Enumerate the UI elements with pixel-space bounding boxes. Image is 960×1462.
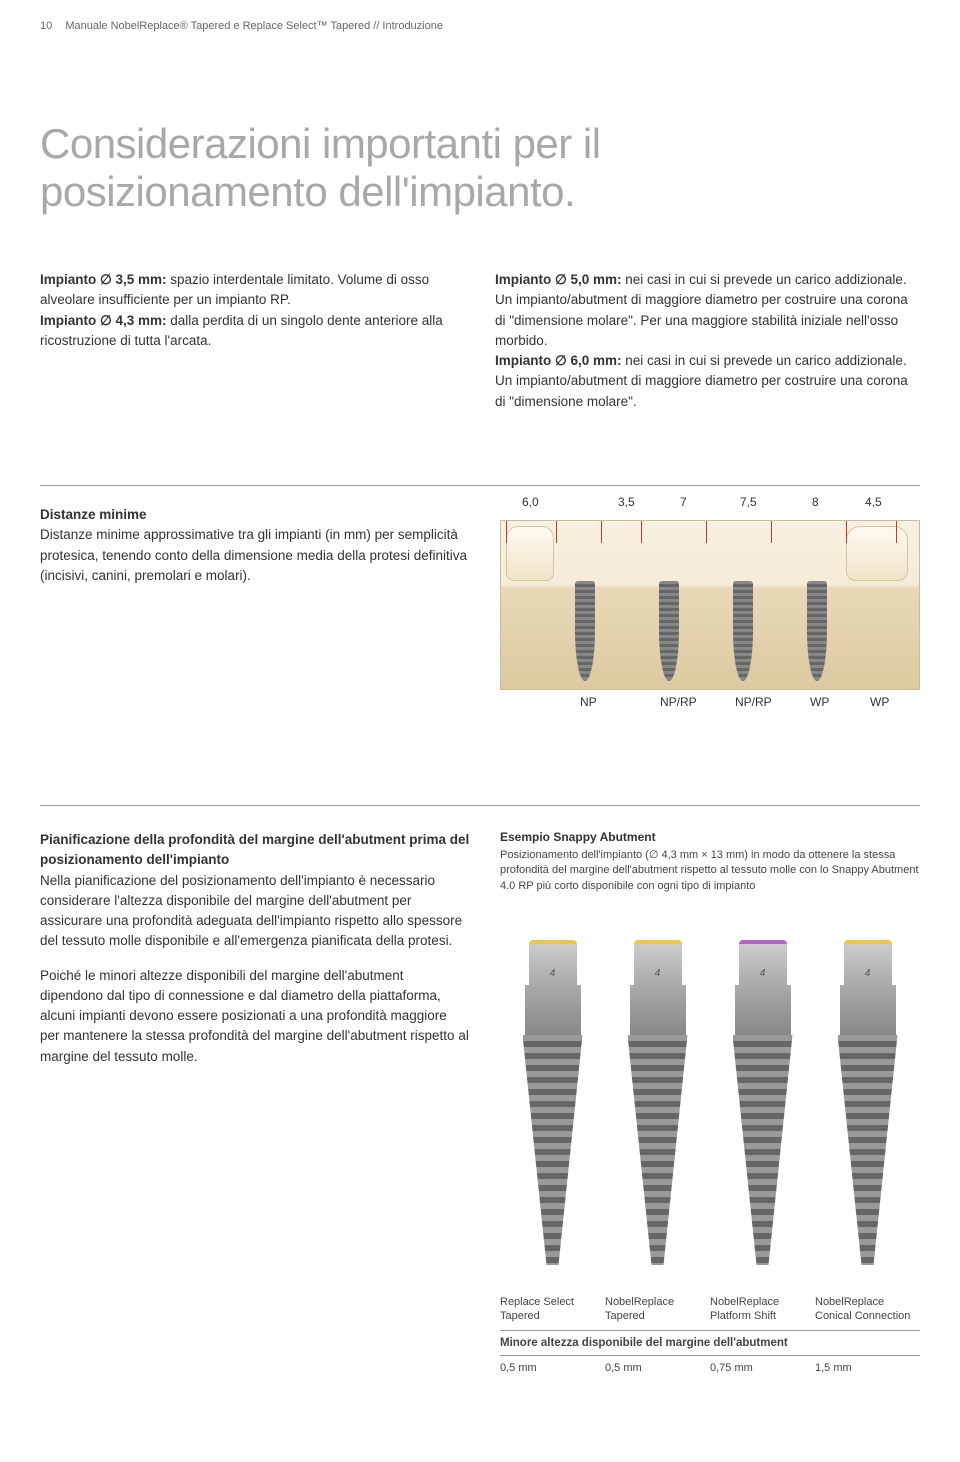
- implant-name: NobelReplace Conical Connection: [815, 1295, 920, 1324]
- abutment-number: 4: [865, 968, 871, 979]
- divider-2: [40, 805, 920, 806]
- distances-lead: Distanze minime: [40, 507, 147, 522]
- dim-label: 7,5: [740, 495, 757, 509]
- implant-shaft: [735, 985, 791, 1035]
- diagram-implant-3: [733, 581, 753, 681]
- implant-screw: [838, 1035, 898, 1265]
- table-mid-label: Minore altezza disponibile del margine d…: [500, 1330, 920, 1356]
- right-p2-bold: Impianto ∅ 6,0 mm:: [495, 353, 622, 368]
- dim-label: 7: [680, 495, 687, 509]
- title-line-2: posizionamento dell'impianto.: [40, 168, 601, 216]
- platform-label: WP: [870, 695, 889, 709]
- example-text: Posizionamento dell'impianto (∅ 4,3 mm ×…: [500, 848, 920, 894]
- title-line-1: Considerazioni importanti per il: [40, 120, 601, 168]
- diagram-implant-1: [575, 581, 595, 681]
- page-header: 10 Manuale NobelReplace® Tapered e Repla…: [40, 20, 443, 32]
- abutment-number: 4: [655, 968, 661, 979]
- planning-p1: Nella pianificazione del posizionamento …: [40, 873, 462, 949]
- dim-line: [506, 520, 507, 543]
- abutment: 4: [739, 940, 787, 985]
- dim-line: [641, 520, 642, 543]
- dim-label: 3,5: [618, 495, 635, 509]
- abutment: 4: [529, 940, 577, 985]
- intro-columns: Impianto ∅ 3,5 mm: spazio interdentale l…: [40, 270, 920, 412]
- tooth-molar: [846, 526, 908, 581]
- implant-large-4: 4: [828, 940, 908, 1270]
- implants-row: 4 4 4 4: [500, 940, 920, 1270]
- dim-label: 6,0: [522, 495, 539, 509]
- planning-p2: Poiché le minori altezze disponibili del…: [40, 966, 470, 1067]
- left-p2-bold: Impianto ∅ 4,3 mm:: [40, 313, 167, 328]
- tooth-1: [506, 526, 554, 581]
- dim-line: [896, 520, 897, 543]
- diagram-implant-2: [659, 581, 679, 681]
- implant-large-2: 4: [618, 940, 698, 1270]
- dim-line: [601, 520, 602, 543]
- bottom-table: Replace Select TaperedNobelReplace Taper…: [500, 1295, 920, 1374]
- planning-section: Pianificazione della profondità del marg…: [40, 830, 470, 1081]
- margin-height-value: 1,5 mm: [815, 1362, 920, 1374]
- implant-screw: [628, 1035, 688, 1265]
- left-p1-bold: Impianto ∅ 3,5 mm:: [40, 272, 167, 287]
- abutment: 4: [844, 940, 892, 985]
- intro-right: Impianto ∅ 5,0 mm: nei casi in cui si pr…: [495, 270, 920, 412]
- diagram-implant-4: [807, 581, 827, 681]
- abutment-number: 4: [550, 968, 556, 979]
- distances-text: Distanze minime approssimative tra gli i…: [40, 527, 467, 583]
- dim-label: 4,5: [865, 495, 882, 509]
- intro-left: Impianto ∅ 3,5 mm: spazio interdentale l…: [40, 270, 465, 412]
- platform-label: WP: [810, 695, 829, 709]
- implant-names-row: Replace Select TaperedNobelReplace Taper…: [500, 1295, 920, 1324]
- example-section: Esempio Snappy Abutment Posizionamento d…: [500, 830, 920, 894]
- planning-lead: Pianificazione della profondità del marg…: [40, 832, 469, 867]
- dim-line: [771, 520, 772, 543]
- dim-line: [846, 520, 847, 543]
- implant-name: Replace Select Tapered: [500, 1295, 605, 1324]
- implant-values-row: 0,5 mm0,5 mm0,75 mm1,5 mm: [500, 1362, 920, 1374]
- implant-name: NobelReplace Tapered: [605, 1295, 710, 1324]
- dim-label: 8: [812, 495, 819, 509]
- page-number: 10: [40, 20, 52, 32]
- abutment-number: 4: [760, 968, 766, 979]
- implant-shaft: [630, 985, 686, 1035]
- dim-line: [556, 520, 557, 543]
- margin-height-value: 0,75 mm: [710, 1362, 815, 1374]
- implant-large-1: 4: [513, 940, 593, 1270]
- platform-label: NP: [580, 695, 597, 709]
- implant-screw: [523, 1035, 583, 1265]
- abutment: 4: [634, 940, 682, 985]
- implant-shaft: [525, 985, 581, 1035]
- implant-large-3: 4: [723, 940, 803, 1270]
- implant-name: NobelReplace Platform Shift: [710, 1295, 815, 1324]
- teeth-image: [500, 520, 920, 690]
- dim-line: [706, 520, 707, 543]
- teeth-diagram: 6,0 3,5 7 7,5 8 4,5 NP NP/RP NP/RP WP WP: [500, 495, 920, 735]
- implant-shaft: [840, 985, 896, 1035]
- distances-section: Distanze minime Distanze minime approssi…: [40, 505, 470, 586]
- page-title: Considerazioni importanti per il posizio…: [40, 120, 601, 217]
- implant-screw: [733, 1035, 793, 1265]
- margin-height-value: 0,5 mm: [500, 1362, 605, 1374]
- breadcrumb: Manuale NobelReplace® Tapered e Replace …: [65, 20, 443, 32]
- platform-label: NP/RP: [660, 695, 697, 709]
- margin-height-value: 0,5 mm: [605, 1362, 710, 1374]
- example-title: Esempio Snappy Abutment: [500, 830, 920, 844]
- right-p1-bold: Impianto ∅ 5,0 mm:: [495, 272, 622, 287]
- platform-label: NP/RP: [735, 695, 772, 709]
- divider-1: [40, 485, 920, 486]
